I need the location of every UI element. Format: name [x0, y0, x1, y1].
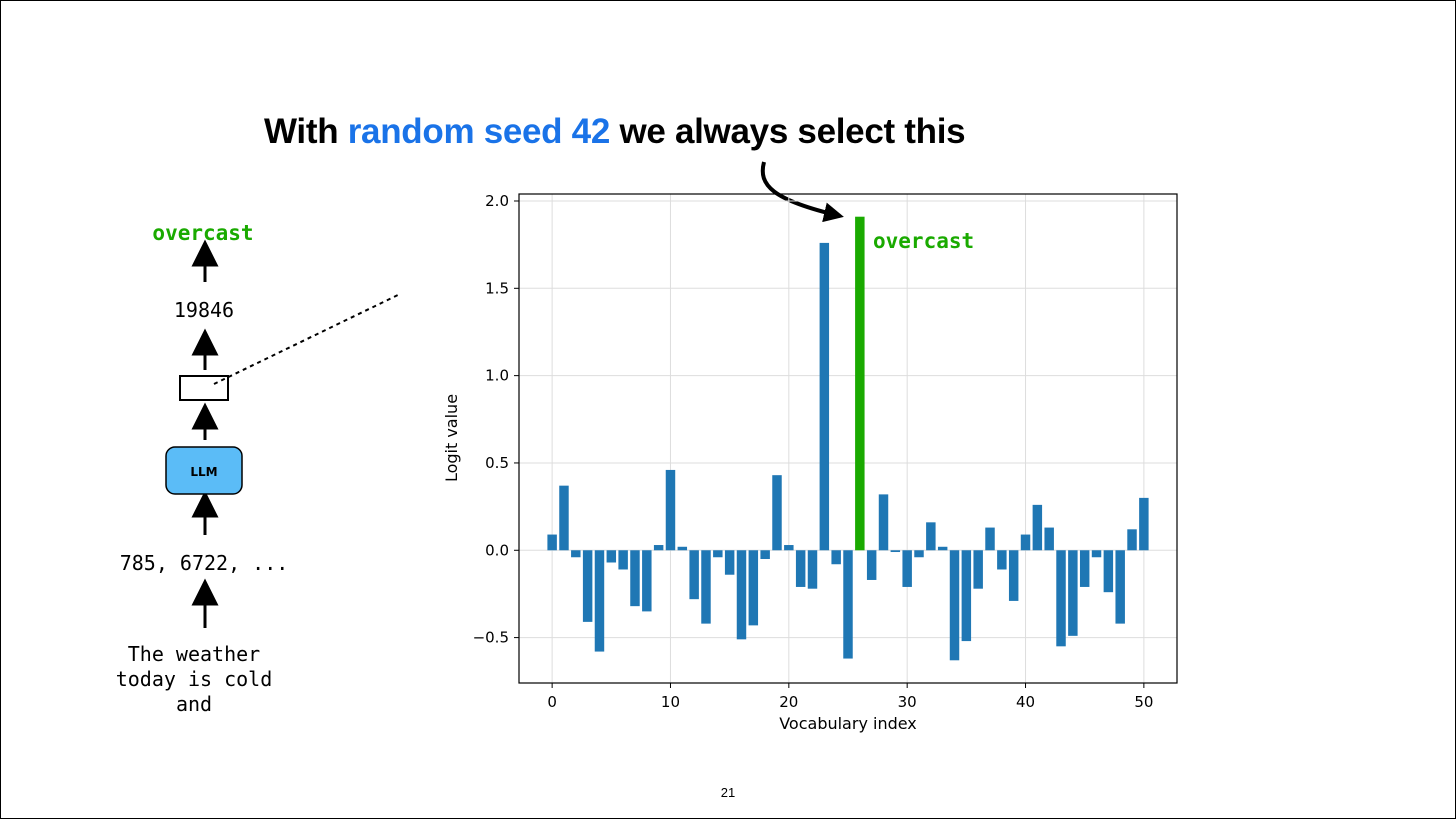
bar: [736, 550, 747, 640]
x-tick-label: 30: [898, 693, 917, 711]
bar: [760, 550, 770, 560]
bar: [724, 550, 735, 575]
bar: [914, 550, 924, 558]
selected-bar-label: overcast: [873, 229, 974, 253]
bar: [890, 550, 901, 553]
bar: [677, 546, 688, 551]
bar: [630, 550, 640, 607]
headline-suffix: we always select this: [610, 112, 966, 151]
bar: [985, 527, 995, 551]
llm-label: LLM: [190, 465, 217, 479]
x-tick-label: 50: [1134, 693, 1153, 711]
bar: [878, 494, 889, 551]
x-axis-label: Vocabulary index: [779, 714, 917, 733]
bar: [642, 550, 652, 612]
bar: [772, 475, 782, 551]
bar: [1079, 550, 1090, 587]
token-id: 19846: [173, 298, 235, 322]
bar: [831, 550, 841, 565]
bar: [949, 550, 960, 661]
logits-vector-box: [179, 375, 229, 401]
bar: [701, 550, 711, 624]
y-tick-label: 0.0: [485, 541, 509, 559]
bar: [606, 550, 617, 563]
bar: [618, 550, 628, 570]
y-tick-label: 0.5: [485, 454, 509, 472]
bar: [807, 550, 818, 589]
bar: [713, 550, 723, 558]
llm-box: [165, 446, 243, 495]
bar: [1020, 534, 1031, 551]
bar: [926, 522, 936, 551]
plot-frame: [518, 193, 1178, 684]
bar: [866, 550, 877, 580]
bar: [1091, 550, 1102, 558]
bar: [594, 550, 605, 652]
bar: [1032, 504, 1043, 551]
bar: [1008, 550, 1019, 601]
bar: [1139, 497, 1149, 551]
bar: [559, 485, 569, 551]
headline-highlight: random seed 42: [347, 112, 611, 151]
bar: [795, 550, 806, 587]
bar: [571, 550, 581, 558]
bar: [843, 550, 853, 659]
page-number: 21: [720, 785, 736, 800]
y-tick-label: 2.0: [485, 192, 509, 210]
bar: [1044, 527, 1054, 551]
bar: [973, 550, 983, 589]
prompt-text: The weather today is cold and: [115, 642, 273, 716]
y-tick-label: 1.0: [485, 367, 509, 385]
bar: [1056, 550, 1066, 647]
headline-prefix: With: [264, 112, 348, 151]
x-tick-label: 20: [779, 693, 798, 711]
bar: [937, 546, 948, 551]
bar: [784, 545, 794, 551]
bar-selected: [855, 216, 865, 551]
x-tick-label: 10: [661, 693, 680, 711]
bar: [547, 534, 557, 551]
bar: [1103, 550, 1114, 593]
bar: [665, 469, 676, 551]
y-tick-label: 1.5: [485, 279, 509, 297]
y-tick-label: −0.5: [473, 629, 509, 647]
x-tick-label: 0: [547, 693, 557, 711]
bar: [689, 550, 699, 600]
bar: [1115, 550, 1125, 624]
curved-selection-arrow: [760, 161, 844, 223]
input-ids: 785, 6722, ...: [119, 551, 289, 575]
bar: [1127, 529, 1137, 551]
bar: [653, 545, 664, 551]
bar: [1068, 550, 1078, 636]
bar: [819, 242, 830, 551]
bar: [961, 550, 972, 642]
bar: [997, 550, 1007, 570]
bar: [582, 550, 593, 622]
dashed-pointer-line: [213, 293, 401, 385]
x-tick-label: 40: [1016, 693, 1035, 711]
bar: [902, 550, 912, 587]
slide-headline: With random seed 42 we always select thi…: [264, 112, 966, 152]
y-axis-label: Logit value: [442, 394, 461, 482]
bar: [748, 550, 759, 626]
